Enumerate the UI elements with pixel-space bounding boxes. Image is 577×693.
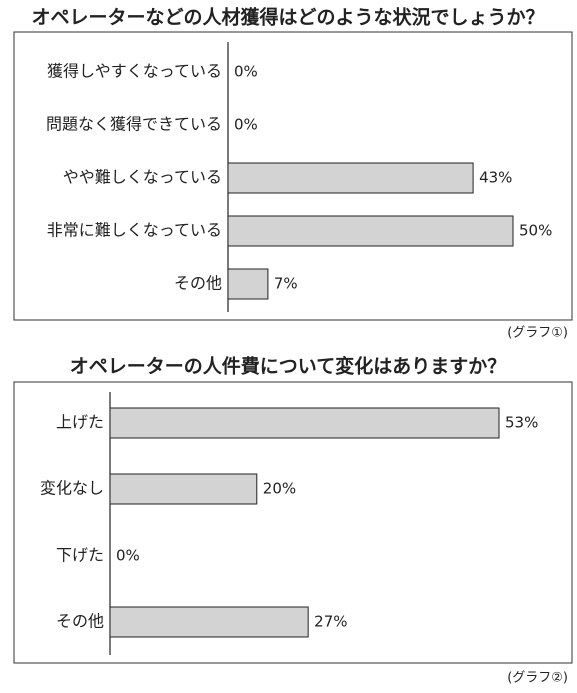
bar bbox=[227, 268, 269, 300]
bar bbox=[227, 162, 474, 194]
category-label: 下げた bbox=[56, 546, 104, 565]
category-label: 問題なく獲得できている bbox=[46, 115, 222, 134]
category-label: 獲得しやすくなっている bbox=[47, 62, 222, 81]
value-label: 20% bbox=[263, 480, 296, 498]
category-label: やや難しくなっている bbox=[63, 168, 222, 187]
value-label: 0% bbox=[234, 63, 258, 81]
caption: (グラフ①) bbox=[507, 326, 568, 341]
bar bbox=[109, 606, 309, 638]
chart-frame bbox=[13, 381, 573, 664]
category-label: 変化なし bbox=[40, 479, 104, 498]
value-label: 50% bbox=[519, 222, 552, 240]
value-label: 53% bbox=[505, 414, 538, 432]
bar bbox=[227, 215, 514, 247]
category-label: 上げた bbox=[56, 413, 104, 432]
category-label: その他 bbox=[174, 274, 222, 293]
bar bbox=[109, 473, 258, 505]
chart-title: オペレーターなどの人材獲得はどのような状況でしょうか？ bbox=[31, 6, 544, 29]
bar bbox=[109, 407, 500, 439]
value-label: 7% bbox=[274, 275, 298, 293]
category-label: 非常に難しくなっている bbox=[47, 221, 222, 240]
value-label: 27% bbox=[314, 613, 347, 631]
value-label: 0% bbox=[234, 116, 258, 134]
chart-title: オペレーターの人件費について変化はありますか？ bbox=[70, 355, 506, 378]
value-label: 0% bbox=[116, 547, 140, 565]
caption: (グラフ②) bbox=[507, 671, 568, 686]
category-label: その他 bbox=[56, 612, 104, 631]
chart-frame bbox=[13, 31, 573, 321]
value-label: 43% bbox=[479, 169, 512, 187]
